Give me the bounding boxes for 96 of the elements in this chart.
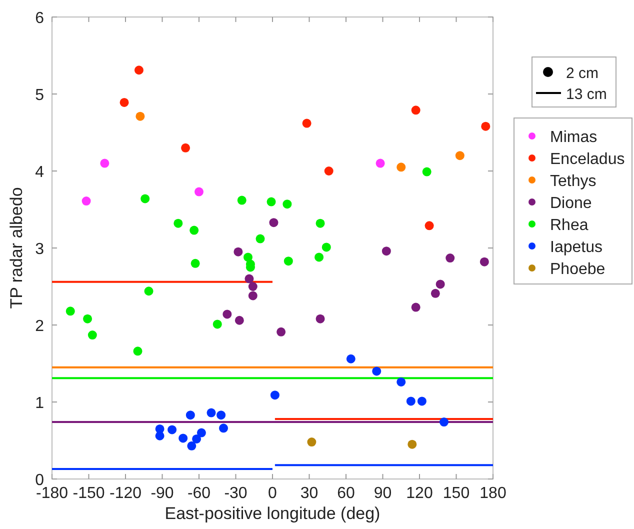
point [178,434,188,443]
x-axis-title: East-positive longitude (deg) [164,504,380,523]
x-tick-label: 0 [268,485,278,502]
point [192,434,202,444]
point [324,166,334,176]
point [266,197,276,206]
point [100,158,110,168]
point [196,428,206,438]
point [376,158,385,168]
point [194,187,204,196]
point [66,306,75,316]
legend-label: Rhea [550,217,588,234]
point [136,112,145,121]
x-tick-label: 90 [374,485,392,502]
x-tick-label: 60 [337,485,355,502]
y-tick-label: 3 [35,241,44,258]
text: 13 cm [566,86,607,103]
point [436,280,445,289]
point [256,234,265,244]
point [88,330,97,340]
point [174,218,183,228]
point [181,143,190,152]
point [382,246,391,256]
point [190,258,200,268]
point [120,98,129,107]
point [244,274,254,284]
point [186,410,195,420]
point [190,226,199,235]
point [234,316,244,325]
point [372,366,382,376]
legend-label: Iapetus [550,239,602,256]
point [322,242,331,252]
x-tick-label: 120 [406,485,433,502]
point [212,320,222,329]
point [396,162,406,172]
y-tick-label: 2 [35,318,44,335]
point [248,291,258,300]
x-tick-label: -120 [109,485,142,502]
point [455,151,464,160]
point [234,247,243,256]
x-tick-label: -90 [150,485,174,502]
point [187,441,196,450]
x-tick-label: -150 [72,485,105,502]
point [206,408,216,418]
point [408,440,417,449]
x-tick-label: 180 [480,485,506,502]
point [140,194,150,204]
point [83,314,92,324]
x-tick-label: -30 [224,485,248,502]
legend-label: Dione [550,195,592,212]
y-axis-title: TP radar albedo [7,187,26,309]
point [430,288,440,298]
point [168,425,177,434]
point [411,302,420,312]
point [222,310,232,319]
point [302,118,312,128]
legend-label: Mimas [550,129,598,146]
point [316,314,325,324]
point [248,282,258,291]
x-tick-label: 150 [442,485,470,502]
point [82,196,91,206]
x-tick-label: -60 [187,485,211,502]
text: 2 cm [566,65,599,82]
point [316,218,325,228]
y-tick-label: 5 [35,87,44,104]
point [396,377,406,386]
x-tick-label: 30 [300,485,318,502]
point [440,418,448,427]
legend-label: Tethys [550,173,596,190]
y-tick-label: 6 [35,10,44,27]
point [134,66,144,75]
point [346,354,356,364]
point [411,106,420,115]
y-tick-label: 4 [35,164,44,181]
point [282,200,292,209]
point [417,396,426,406]
point [276,327,286,336]
point [424,221,434,230]
point [446,254,455,263]
point [481,122,490,131]
point [219,424,228,433]
legend-label: Enceladus [550,151,625,168]
point [422,167,432,176]
point [269,218,278,228]
point [133,346,142,356]
point [216,410,226,420]
point [307,438,316,447]
y-tick-label: 1 [35,395,44,412]
point [284,256,293,266]
point [314,252,324,262]
point [270,390,280,400]
point [144,286,154,296]
point [237,196,246,205]
point [406,396,416,406]
legend-label: Phoebe [550,261,606,278]
point [480,257,489,266]
